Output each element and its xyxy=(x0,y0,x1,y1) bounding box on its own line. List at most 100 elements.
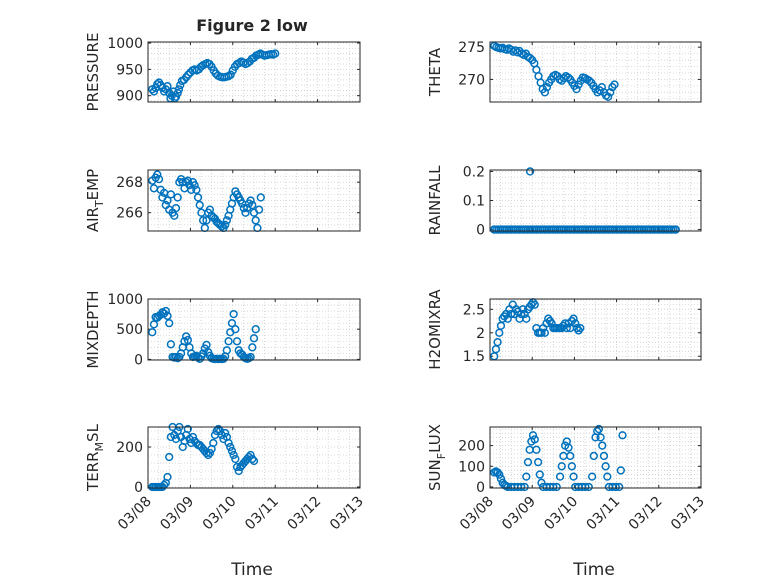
data-point xyxy=(540,328,550,337)
data-point xyxy=(251,325,260,334)
data-point xyxy=(671,225,680,234)
data-point xyxy=(493,468,502,477)
data-point xyxy=(224,438,233,448)
y-tick-label: 200 xyxy=(458,439,485,455)
y-tick-label: 100 xyxy=(458,459,485,475)
data-point xyxy=(254,205,264,214)
subplot-4: 0 0.1 0.2 RAINFALL xyxy=(426,164,702,239)
data-point xyxy=(198,216,208,225)
data-point xyxy=(161,306,170,316)
data-point xyxy=(599,451,609,461)
data-point xyxy=(165,319,174,328)
subplot-6: 1.5 2 2.5 H2OMIXRA xyxy=(426,289,702,370)
data-point xyxy=(241,208,250,217)
data-point xyxy=(248,200,257,210)
data-point xyxy=(173,193,182,202)
data-point xyxy=(601,462,610,471)
y-tick-label: 2 xyxy=(476,326,485,342)
data-point xyxy=(173,88,182,98)
data-point xyxy=(567,462,577,471)
data-point xyxy=(170,211,179,220)
data-point xyxy=(525,167,535,176)
data-point xyxy=(205,448,215,458)
axes-box xyxy=(147,41,361,103)
grid-lines xyxy=(147,427,361,488)
axes-box xyxy=(147,169,361,232)
data-point xyxy=(606,88,615,97)
y-tick-label: 270 xyxy=(458,72,485,88)
data-point xyxy=(249,334,259,343)
y-axis-label: AIRTEMP xyxy=(84,169,106,232)
data-point xyxy=(202,448,211,458)
y-tick-label: 275 xyxy=(458,40,485,56)
subplot-2: 270 275 THETA xyxy=(426,40,702,103)
data-point xyxy=(148,328,157,337)
data-point xyxy=(555,472,565,481)
y-tick-label: 0.1 xyxy=(463,194,485,210)
data-point xyxy=(585,76,594,85)
data-point xyxy=(215,426,225,436)
data-point xyxy=(520,482,529,492)
data-point xyxy=(584,482,593,492)
y-tick-label: 1000 xyxy=(107,292,143,308)
y-tick-label: 266 xyxy=(116,206,143,222)
data-point xyxy=(163,311,172,321)
y-tick-label: 200 xyxy=(116,440,143,456)
data-points xyxy=(490,41,619,101)
data-point xyxy=(248,454,257,464)
subplot-5: 0 500 1000 MIXDEPTH xyxy=(84,290,361,369)
data-point xyxy=(173,426,182,436)
axes-box xyxy=(147,426,361,489)
data-point xyxy=(222,216,232,225)
data-point xyxy=(540,88,550,97)
data-point xyxy=(517,309,526,319)
axes-box xyxy=(489,426,702,489)
data-point xyxy=(166,340,176,349)
data-point xyxy=(239,203,248,213)
x-axis-label-left: Time xyxy=(230,560,273,580)
data-point xyxy=(566,451,575,461)
data-point xyxy=(562,323,571,333)
data-point xyxy=(183,335,193,345)
data-point xyxy=(557,462,566,471)
data-point xyxy=(248,343,257,352)
y-axis-label: RAINFALL xyxy=(426,165,444,236)
data-point xyxy=(249,456,259,466)
data-point xyxy=(611,482,620,492)
data-point xyxy=(603,472,612,481)
data-point xyxy=(532,445,541,454)
data-point xyxy=(204,450,213,460)
data-point xyxy=(209,438,218,448)
data-point xyxy=(165,452,174,462)
data-points xyxy=(148,306,260,364)
data-point xyxy=(604,92,613,101)
data-point xyxy=(227,319,237,328)
data-point xyxy=(246,196,255,205)
y-tick-label: 900 xyxy=(116,89,143,105)
axes-box xyxy=(489,41,702,103)
data-point xyxy=(183,424,193,434)
data-point xyxy=(193,193,203,202)
data-point xyxy=(226,442,235,452)
data-point xyxy=(198,349,208,358)
data-points xyxy=(148,170,265,233)
y-axis-label: MIXDEPTH xyxy=(84,290,102,368)
data-point xyxy=(581,482,590,492)
y-tick-label: 268 xyxy=(116,175,143,191)
data-point xyxy=(552,482,561,492)
data-point xyxy=(535,470,544,479)
data-point xyxy=(184,70,193,79)
data-point xyxy=(226,70,235,79)
data-point xyxy=(188,432,198,442)
data-point xyxy=(597,83,606,92)
data-point xyxy=(212,426,221,436)
grid-lines xyxy=(489,299,702,360)
data-point xyxy=(251,216,260,225)
data-point xyxy=(533,458,543,467)
data-point xyxy=(174,85,184,94)
data-point xyxy=(517,482,526,492)
data-point xyxy=(154,175,164,184)
data-points xyxy=(490,167,680,234)
data-points xyxy=(490,298,585,361)
